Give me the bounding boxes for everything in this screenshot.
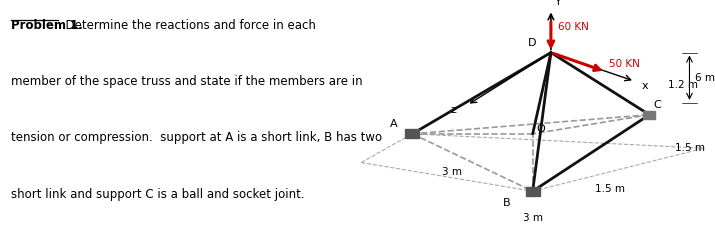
Text: Problem 1.: Problem 1. <box>11 19 83 32</box>
Bar <box>526 187 540 196</box>
Text: 1.2 m: 1.2 m <box>668 80 698 90</box>
Text: D: D <box>528 38 536 48</box>
Text: 50 KN: 50 KN <box>609 59 640 69</box>
Text: short link and support C is a ball and socket joint.: short link and support C is a ball and s… <box>11 188 305 201</box>
Bar <box>405 129 419 138</box>
Text: z: z <box>450 105 456 115</box>
Text: 60 KN: 60 KN <box>558 22 589 32</box>
Text: Determine the reactions and force in each: Determine the reactions and force in eac… <box>58 19 315 32</box>
Text: 3 m: 3 m <box>523 213 543 223</box>
Text: A: A <box>390 119 398 129</box>
Text: B: B <box>503 198 511 208</box>
Text: 6 m: 6 m <box>695 73 715 83</box>
Text: member of the space truss and state if the members are in: member of the space truss and state if t… <box>11 75 363 88</box>
Text: C: C <box>653 100 661 110</box>
Text: Y: Y <box>555 0 561 7</box>
Text: 1.5 m: 1.5 m <box>675 143 705 153</box>
Text: O: O <box>536 124 545 134</box>
Text: 1.5 m: 1.5 m <box>595 184 625 194</box>
Text: tension or compression.  support at A is a short link, B has two: tension or compression. support at A is … <box>11 131 383 144</box>
Text: x: x <box>642 81 649 91</box>
Bar <box>644 111 655 119</box>
Text: 3 m: 3 m <box>443 167 463 177</box>
